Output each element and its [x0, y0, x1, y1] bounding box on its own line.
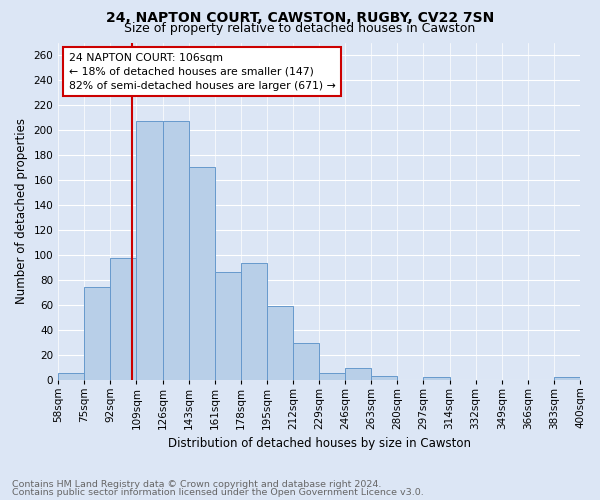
Text: 24, NAPTON COURT, CAWSTON, RUGBY, CV22 7SN: 24, NAPTON COURT, CAWSTON, RUGBY, CV22 7…	[106, 11, 494, 25]
Text: 24 NAPTON COURT: 106sqm
← 18% of detached houses are smaller (147)
82% of semi-d: 24 NAPTON COURT: 106sqm ← 18% of detache…	[68, 52, 335, 90]
Bar	[215, 272, 241, 380]
Bar	[84, 287, 110, 380]
Y-axis label: Number of detached properties: Number of detached properties	[15, 118, 28, 304]
Bar	[241, 264, 267, 380]
Bar	[58, 374, 84, 380]
Bar	[188, 168, 215, 380]
Bar	[267, 306, 293, 380]
Bar	[110, 258, 136, 380]
Bar	[163, 121, 188, 380]
Bar	[136, 121, 163, 380]
Bar	[554, 377, 580, 380]
Bar	[345, 368, 371, 380]
Bar	[319, 374, 345, 380]
Bar	[293, 344, 319, 380]
Bar	[424, 377, 449, 380]
Bar	[371, 376, 397, 380]
Text: Contains HM Land Registry data © Crown copyright and database right 2024.: Contains HM Land Registry data © Crown c…	[12, 480, 382, 489]
Text: Size of property relative to detached houses in Cawston: Size of property relative to detached ho…	[124, 22, 476, 35]
Text: Contains public sector information licensed under the Open Government Licence v3: Contains public sector information licen…	[12, 488, 424, 497]
X-axis label: Distribution of detached houses by size in Cawston: Distribution of detached houses by size …	[167, 437, 470, 450]
